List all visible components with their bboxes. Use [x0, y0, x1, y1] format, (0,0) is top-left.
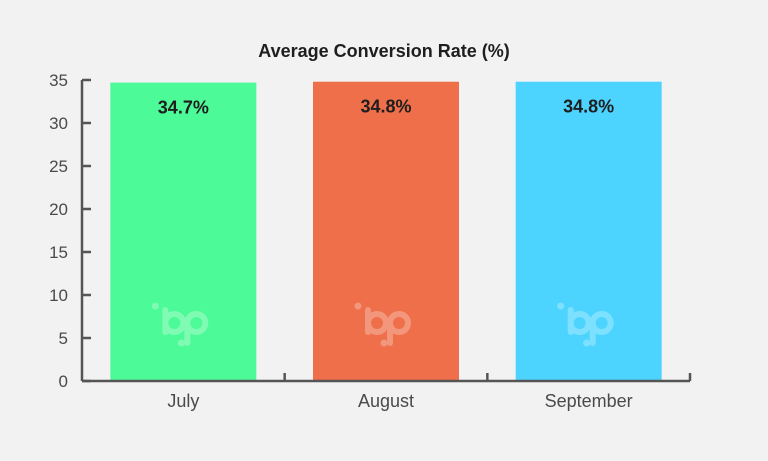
y-tick-label: 10 [49, 286, 68, 305]
y-axis: 0 5 10 15 20 25 30 35 [49, 71, 91, 391]
data-label-september: 34.8% [563, 97, 614, 117]
x-axis: July August September [82, 373, 692, 411]
watermark-logo-icon [354, 302, 411, 347]
bars-group: 34.7% 34.8% 34.8% [110, 81, 662, 381]
bar-september [515, 81, 662, 381]
y-tick-label: 25 [49, 157, 68, 176]
y-tick-label: 0 [59, 372, 68, 391]
data-label-july: 34.7% [158, 98, 209, 118]
watermark-logo-icon [557, 302, 614, 347]
x-tick-label-august: August [358, 391, 414, 411]
x-tick-label-september: September [545, 391, 633, 411]
y-tick-label: 30 [49, 114, 68, 133]
x-tick-label-july: July [167, 391, 199, 411]
y-tick-label: 15 [49, 243, 68, 262]
watermark-logo-icon [151, 302, 209, 347]
bar-july [110, 82, 257, 381]
bar-august [313, 81, 459, 381]
y-tick-label: 5 [59, 329, 68, 348]
chart-title: Average Conversion Rate (%) [258, 41, 509, 61]
y-tick-label: 20 [49, 200, 68, 219]
y-tick-label: 35 [49, 71, 68, 90]
data-label-august: 34.8% [360, 97, 411, 117]
